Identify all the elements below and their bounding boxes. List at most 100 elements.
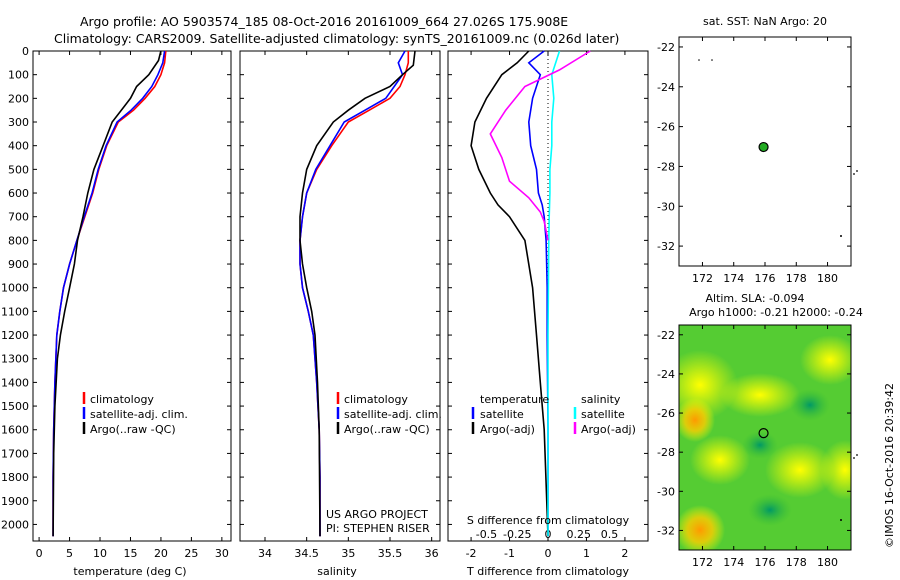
series-line [299, 51, 410, 537]
y-tick-label: 500 [8, 163, 29, 176]
x-tick-label: 2 [621, 547, 628, 560]
y-tick-label: 1000 [1, 282, 29, 295]
sla-high-region [765, 442, 835, 498]
x-tick-label: 35.5 [378, 547, 403, 560]
legend-title-salinity: salinity [581, 393, 621, 406]
legend-label-temp-argo: Argo(-adj) [480, 423, 535, 436]
map-bottom-title-1: Altim. SLA: -0.094 [705, 292, 804, 305]
argo-position-marker [758, 141, 769, 153]
sla-high-region [720, 373, 800, 417]
series-line [299, 50, 416, 537]
map-y-tick-label: -26 [657, 121, 675, 134]
map-y-tick-label: -32 [657, 524, 675, 537]
x-tick-label: 34.5 [294, 547, 319, 560]
series-line [489, 50, 591, 241]
coastline-dot [711, 59, 713, 61]
map-x-tick-label: 180 [817, 272, 838, 285]
x-tick-label: 5 [66, 547, 73, 560]
y-tick-label: 1800 [1, 471, 29, 484]
y-tick-label: 1100 [1, 305, 29, 318]
map-x-tick-label: 172 [692, 556, 713, 569]
map-bottom-title-2: Argo h1000: -0.21 h2000: -0.24 [689, 306, 863, 319]
y-tick-label: 1700 [1, 447, 29, 460]
map-x-tick-label: 176 [755, 556, 776, 569]
map-bottom: 172 174 176 178 180 -22 -24 -26 -28 -30 -32 [657, 325, 858, 569]
legend-label-temp-satellite: satellite [480, 408, 524, 421]
y-tick-label: 800 [8, 234, 29, 247]
map-y-tick-label: -24 [657, 81, 675, 94]
x2-tick-label: -0.5 [476, 528, 497, 541]
coastline-dot [840, 519, 842, 521]
map-y-tick-label: -26 [657, 407, 675, 420]
legend-label-climatology: climatology [344, 393, 408, 406]
series-line [547, 50, 561, 537]
temperature-legend: climatology satellite-adj. clim. Argo(..… [82, 392, 188, 436]
map-y-tick-label: -28 [657, 446, 675, 459]
sla-high-region [820, 440, 851, 500]
y-tick-label: 0 [22, 45, 29, 58]
sla-low-region [790, 389, 830, 421]
coastline-dot [853, 457, 855, 459]
x-tick-label: 35 [341, 547, 355, 560]
map-y-tick-label: -28 [657, 160, 675, 173]
project-credit-line-1: US ARGO PROJECT [326, 508, 428, 521]
legend-label-satellite: satellite-adj. clim. [344, 408, 442, 421]
x-tick-label: 1 [583, 547, 590, 560]
series-line [52, 50, 162, 537]
argo-position-marker [758, 428, 769, 439]
header-line-1: Argo profile: AO 5903574_185 08-Oct-2016… [80, 14, 568, 29]
sla-field [679, 325, 871, 550]
x2-tick-label: -0.25 [503, 528, 531, 541]
sla-no-data-strip [851, 325, 871, 550]
map-y-tick-label: -22 [657, 329, 675, 342]
map-x-tick-label: 180 [817, 556, 838, 569]
y-tick-label: 1400 [1, 376, 29, 389]
series-line [470, 50, 549, 537]
x-tick-label: 15 [123, 547, 137, 560]
y-tick-label: 200 [8, 92, 29, 105]
x-tick-label: -2 [466, 547, 477, 560]
y-tick-label: 600 [8, 187, 29, 200]
y-tick-label: 1900 [1, 495, 29, 508]
legend-title-temperature: temperature [480, 393, 549, 406]
t-difference-axis-label: T difference from climatology [466, 565, 629, 578]
temperature-axis-label: temperature (deg C) [73, 565, 186, 578]
coastline-dot [853, 173, 855, 175]
legend-label-sal-argo: Argo(-adj) [581, 423, 636, 436]
coastline-dot [856, 454, 858, 456]
map-x-tick-label: 176 [755, 272, 776, 285]
map-x-tick-label: 178 [786, 272, 807, 285]
map-y-tick-label: -24 [657, 368, 675, 381]
sla-peak-region [679, 505, 725, 550]
series-line [299, 50, 406, 537]
panel-temperature-frame [32, 50, 232, 542]
legend-label-argo: Argo(..raw -QC) [90, 423, 176, 436]
x-tick-label: 30 [215, 547, 229, 560]
series-line [52, 50, 167, 537]
map-y-tick-label: -22 [657, 41, 675, 54]
y-tick-label: 1600 [1, 424, 29, 437]
series-line [52, 50, 166, 537]
difference-legend: temperature salinity satellite Argo(-adj… [471, 393, 636, 436]
coastline-dot [698, 59, 700, 61]
x2-tick-label: 0.25 [567, 528, 592, 541]
y-tick-label: 1300 [1, 353, 29, 366]
coastline-dot [856, 170, 858, 172]
map-top-title: sat. SST: NaN Argo: 20 [703, 15, 827, 28]
map-x-tick-label: 174 [723, 272, 744, 285]
map-x-tick-label: 172 [692, 272, 713, 285]
header-line-2: Climatology: CARS2009. Satellite-adjuste… [54, 31, 619, 46]
sla-low-region [742, 431, 778, 459]
y-tick-label: 900 [8, 258, 29, 271]
x2-tick-label: 0.5 [601, 528, 619, 541]
map-y-tick-label: -30 [657, 200, 675, 213]
x-tick-label: 20 [154, 547, 168, 560]
s-difference-axis-label: S difference from climatology [467, 514, 630, 527]
map-x-tick-label: 178 [786, 556, 807, 569]
map-top: 172 174 176 178 180 -22 -24 -26 -28 -30 -32 [657, 37, 858, 285]
x-tick-label: 10 [93, 547, 107, 560]
legend-label-climatology: climatology [90, 393, 154, 406]
y-tick-label: 700 [8, 211, 29, 224]
map-y-tick-label: -30 [657, 485, 675, 498]
